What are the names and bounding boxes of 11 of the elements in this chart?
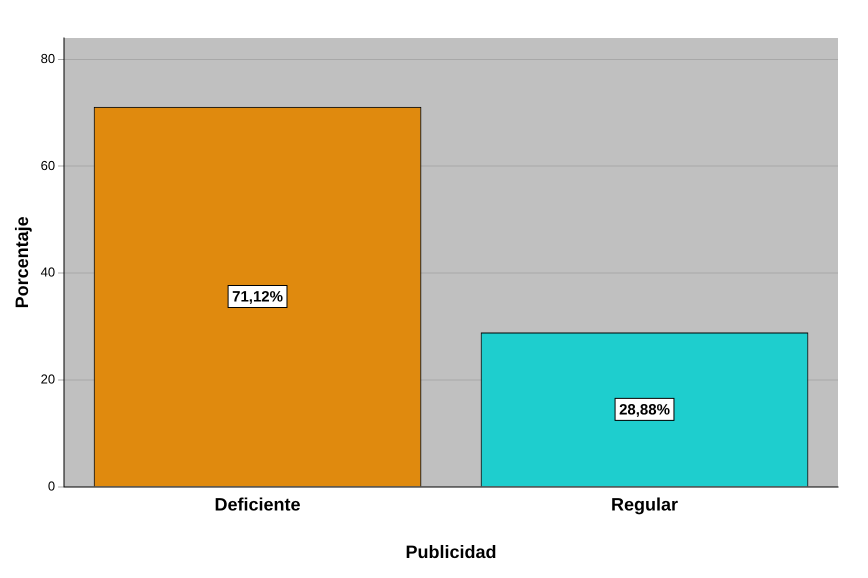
y-axis-title: Porcentaje (12, 216, 32, 308)
x-axis-title: Publicidad (406, 542, 497, 562)
x-tick-label: Regular (611, 494, 678, 515)
y-tick-label: 80 (40, 50, 56, 66)
y-tick-label: 60 (40, 158, 56, 173)
y-tick-label: 0 (48, 478, 56, 494)
data-label: 71,12% (232, 288, 283, 306)
y-tick-label: 40 (40, 264, 56, 280)
data-label: 28,88% (619, 402, 670, 419)
y-tick-label: 20 (40, 372, 56, 387)
x-tick-label: Deficiente (214, 494, 301, 515)
